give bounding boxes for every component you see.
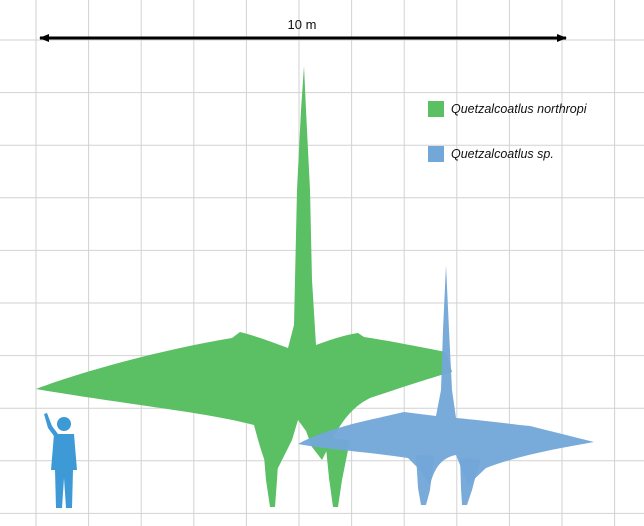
sp-wings-body: [298, 265, 594, 485]
legend-item-sp: Quetzalcoatlus sp.: [428, 146, 554, 162]
legend-swatch-northropi: [428, 101, 444, 117]
northropi-leg-left: [262, 430, 280, 507]
human-silhouette: [44, 413, 77, 508]
northropi-wings-body: [36, 66, 452, 480]
scale-bar-label: 10 m: [287, 17, 317, 32]
sp-silhouette: [298, 265, 594, 505]
legend-label-northropi: Quetzalcoatlus northropi: [451, 102, 587, 116]
northropi-silhouette: [36, 66, 452, 507]
northropi-leg-right: [325, 438, 350, 507]
sp-leg-right: [460, 458, 480, 505]
legend-swatch-sp: [428, 146, 444, 162]
sp-leg-left: [416, 455, 434, 505]
legend-label-sp: Quetzalcoatlus sp.: [451, 147, 554, 161]
legend-item-northropi: Quetzalcoatlus northropi: [428, 101, 587, 117]
